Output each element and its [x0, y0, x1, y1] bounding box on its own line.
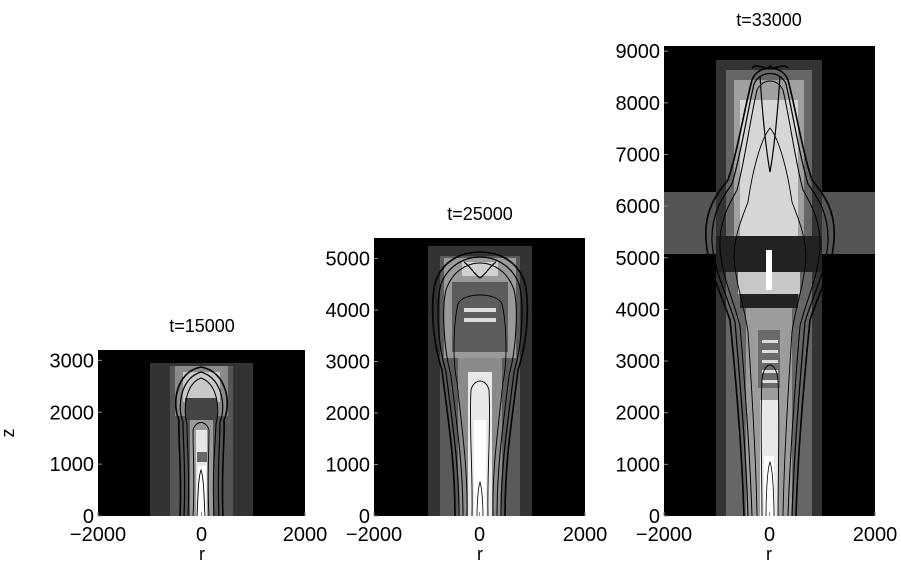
x-tick-label: 2000 [283, 524, 328, 546]
x-tick-label: −2000 [636, 524, 692, 546]
contour-lines [705, 64, 835, 517]
y-tick-label: 3000 [50, 350, 95, 372]
panel-title: t=33000 [736, 10, 802, 30]
x-ticks: −2000 0 2000 [636, 512, 897, 546]
y-tick-label: 0 [649, 506, 660, 528]
y-ticks: 0 1000 2000 3000 4000 5000 6000 7000 8000 9000 [616, 41, 668, 528]
panel-t33000: −2000 0 2000 01000200030004000500060007000… [616, 10, 898, 564]
y-tick-label: 9000 [616, 41, 661, 63]
y-tick-label: 4000 [326, 300, 371, 322]
y-tick-label: 0 [83, 506, 94, 528]
x-tick-label: 2000 [563, 524, 608, 546]
y-tick-label: 4000 [616, 299, 661, 321]
panel-title: t=15000 [169, 316, 235, 336]
y-ticks: 0 1000 2000 3000 4000 5000 [326, 249, 378, 528]
contour-lines [175, 366, 228, 517]
y-tick-label: 1000 [326, 455, 371, 477]
density-field [150, 363, 253, 516]
contour-lines [431, 251, 529, 517]
y-tick-label: 2000 [616, 403, 661, 425]
x-axis-label: r [199, 544, 205, 564]
y-tick-label: 5000 [326, 249, 371, 271]
x-axis-label: r [766, 544, 772, 564]
y-tick-label: 0 [359, 506, 370, 528]
x-tick-label: 0 [474, 524, 485, 546]
y-tick-label: 2000 [326, 403, 371, 425]
y-tick-label: 3000 [616, 351, 661, 373]
panel-title: t=25000 [447, 204, 513, 224]
y-axis-label: z [0, 429, 18, 438]
x-axis-label: r [477, 544, 483, 564]
y-tick-label: 1000 [616, 454, 661, 476]
y-tick-label: 1000 [50, 454, 95, 476]
y-tick-label: 2000 [50, 402, 95, 424]
x-tick-label: 0 [764, 524, 775, 546]
y-tick-label: 6000 [616, 196, 661, 218]
y-tick-label: 3000 [326, 352, 371, 374]
y-tick-label: 5000 [616, 248, 661, 270]
x-ticks: −2000 0 2000 [346, 512, 607, 546]
x-ticks: −2000 0 2000 [70, 512, 327, 546]
y-tick-label: 8000 [616, 93, 661, 115]
y-ticks: 0 1000 2000 3000 [50, 350, 102, 528]
x-tick-label: −2000 [70, 524, 126, 546]
x-tick-label: −2000 [346, 524, 402, 546]
x-tick-label: 2000 [853, 524, 898, 546]
x-tick-label: 0 [196, 524, 207, 546]
y-tick-label: 7000 [616, 144, 661, 166]
